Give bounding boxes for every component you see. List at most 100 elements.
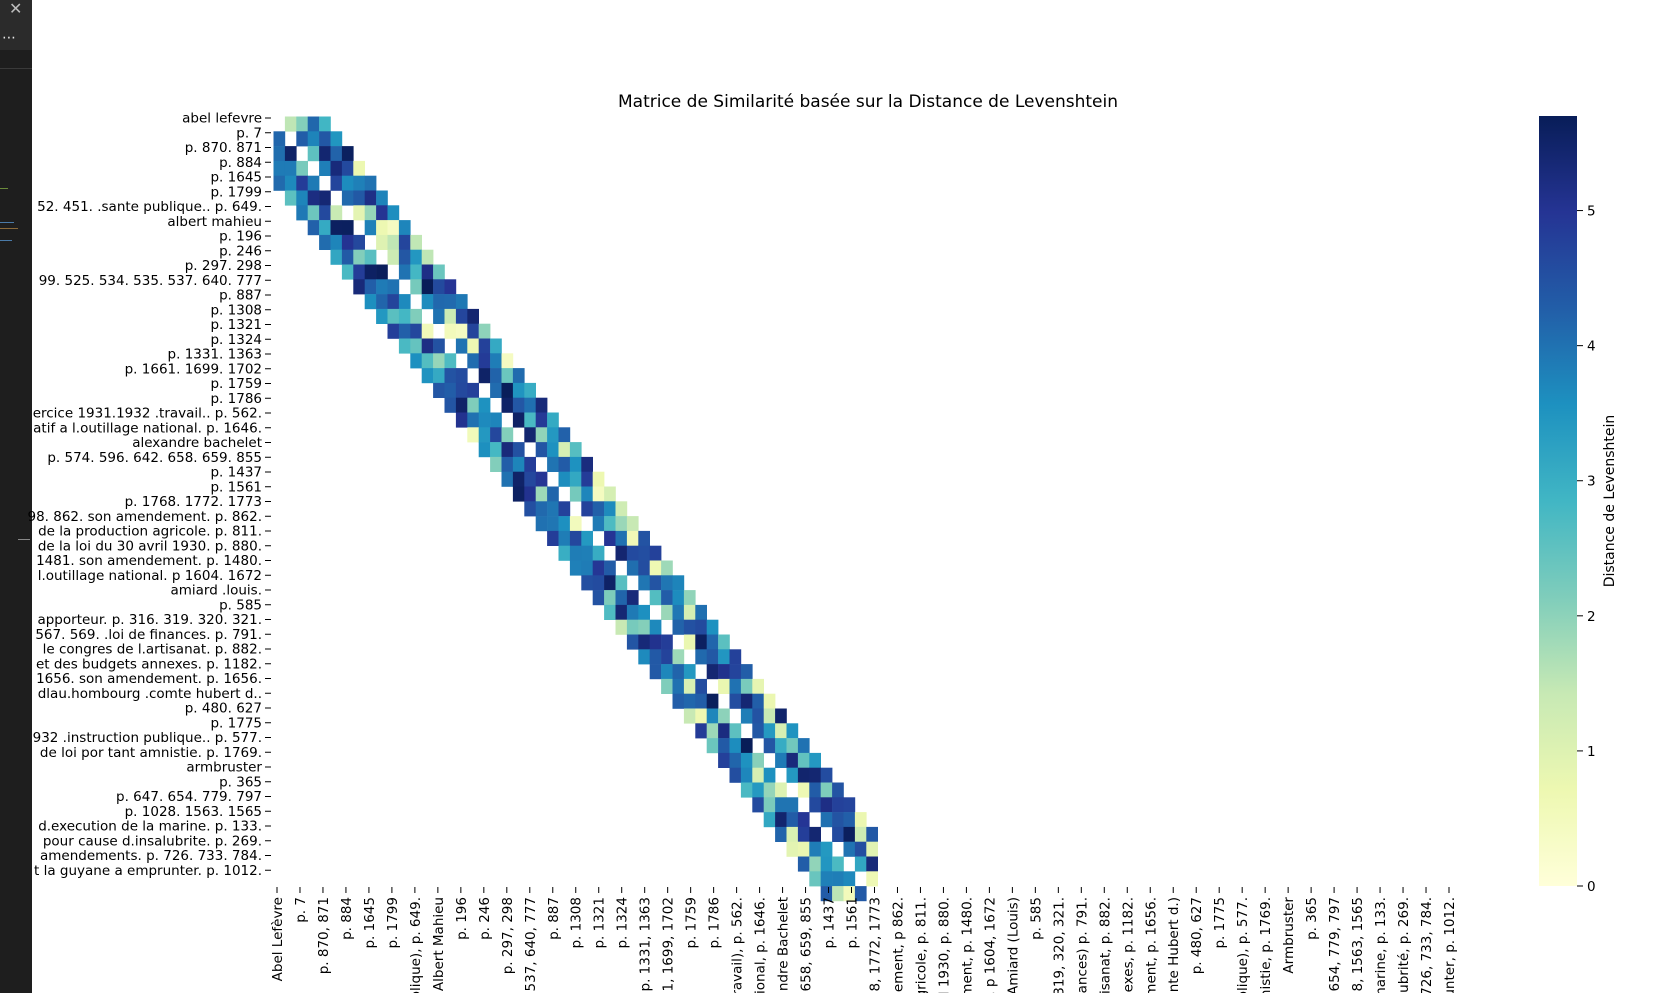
heatmap-cell — [843, 826, 856, 842]
x-tick-label: p. 1437 — [822, 897, 838, 949]
heatmap-cell — [387, 205, 400, 221]
heatmap-cell — [638, 560, 650, 576]
y-tick-label: p. 1799 — [210, 184, 262, 200]
heatmap-cell — [455, 368, 468, 384]
x-tick-label: nistie, p. 1769. — [1258, 897, 1274, 993]
heatmap-cell — [718, 634, 730, 650]
heatmap-cell — [740, 782, 753, 798]
x-tick-label: 8, 1563, 1565 — [1350, 897, 1366, 991]
heatmap-cell — [763, 767, 776, 783]
heatmap-cell — [706, 693, 719, 709]
more-options-icon[interactable]: ⋯ — [2, 30, 17, 46]
heatmap-cell — [410, 323, 422, 339]
heatmap-cell — [820, 767, 833, 783]
heatmap-cell — [661, 604, 673, 620]
heatmap-cell — [615, 516, 628, 532]
heatmap-cell — [866, 826, 878, 842]
heatmap-cell — [786, 826, 799, 842]
heatmap-cell — [478, 427, 491, 443]
heatmap-cell — [581, 456, 593, 472]
heatmap-cell — [444, 323, 457, 339]
x-tick-label: p. 7 — [293, 897, 309, 923]
heatmap-cell — [353, 249, 365, 265]
heatmap-cell — [604, 590, 616, 606]
heatmap-cell — [512, 412, 525, 428]
heatmap-cell — [626, 604, 639, 620]
heatmap-cell — [854, 812, 867, 828]
close-icon[interactable]: ✕ — [9, 0, 23, 18]
heatmap-cell — [524, 456, 536, 472]
heatmap-cell — [718, 678, 730, 694]
heatmap-cell — [797, 826, 810, 842]
heatmap-cell — [832, 886, 844, 902]
heatmap-cell — [433, 368, 445, 384]
colorbar — [1539, 116, 1577, 886]
heatmap-cell — [752, 767, 764, 783]
heatmap-cell — [410, 279, 422, 295]
heatmap-cell — [467, 308, 479, 324]
colorbar-tick-label: 1 — [1587, 744, 1596, 760]
heatmap-cell — [592, 545, 605, 561]
heatmap-cell — [592, 516, 605, 532]
y-tick-label: dlau.hombourg .comte hubert d.. — [38, 686, 262, 702]
heatmap-cell — [706, 664, 719, 680]
heatmap-cell — [387, 234, 400, 250]
heatmap-cell — [558, 530, 571, 546]
x-tick-label: p. 480, 627 — [1189, 897, 1205, 974]
x-tick-label: ndre Bachelet — [776, 897, 792, 991]
heatmap-cell — [319, 116, 331, 132]
heatmap-cell — [535, 412, 548, 428]
heatmap-cell — [490, 427, 502, 443]
heatmap-cell — [535, 442, 548, 458]
heatmap-cell — [763, 693, 776, 709]
heatmap-cell — [615, 501, 628, 517]
heatmap-cell — [569, 560, 582, 576]
heatmap-cell — [319, 131, 331, 147]
heatmap-cell — [547, 530, 559, 546]
x-tick-label: p. 1308 — [569, 897, 585, 949]
heatmap-cell — [535, 471, 548, 487]
heatmap-cell — [683, 634, 696, 650]
heatmap-cell — [649, 619, 662, 635]
heatmap-cell — [319, 190, 331, 206]
heatmap-cell — [604, 486, 616, 502]
heatmap-cell — [410, 353, 422, 369]
heatmap-cell — [843, 841, 856, 857]
heatmap-cell — [364, 294, 377, 310]
heatmap-cell — [547, 456, 559, 472]
heatmap-cell — [763, 797, 776, 813]
heatmap-cell — [820, 871, 833, 887]
heatmap-cell — [387, 249, 400, 265]
heatmap-cell — [490, 382, 502, 398]
heatmap-cell — [638, 530, 650, 546]
x-tick-label: ement, p 862. — [890, 897, 906, 992]
x-tick-label: blique), p. 649. — [408, 897, 424, 993]
heatmap-cell — [763, 738, 776, 754]
heatmap-cell — [490, 353, 502, 369]
heatmap-cell — [376, 264, 388, 280]
heatmap-cell — [775, 812, 787, 828]
colorbar-ticks: 0 1 2 3 4 5 — [1577, 204, 1596, 895]
heatmap-cell — [729, 693, 742, 709]
heatmap-cell — [604, 516, 616, 532]
x-tick-label: p. 884 — [339, 897, 355, 940]
heatmap-cell — [763, 782, 776, 798]
heatmap-cell — [307, 131, 320, 147]
y-tick-label: apporteur. p. 316. 319. 320. 321. — [37, 612, 262, 628]
heatmap-cell — [626, 634, 639, 650]
heatmap-cell — [832, 856, 844, 872]
heatmap-cell — [820, 841, 833, 857]
heatmap-cell — [615, 545, 628, 561]
heatmap-cell — [547, 427, 559, 443]
heatmap-cell — [330, 205, 343, 221]
heatmap-cell — [615, 604, 628, 620]
x-tick-label: p. 1331, 1363 — [638, 897, 654, 991]
heatmap-cell — [695, 619, 707, 635]
heatmap-cell — [729, 738, 742, 754]
heatmap-cell — [273, 146, 286, 162]
heatmap-cell — [547, 501, 559, 517]
heatmap-cell — [786, 767, 799, 783]
heatmap-cell — [478, 412, 491, 428]
x-tick-label: gricole, p. 811. — [913, 897, 929, 993]
